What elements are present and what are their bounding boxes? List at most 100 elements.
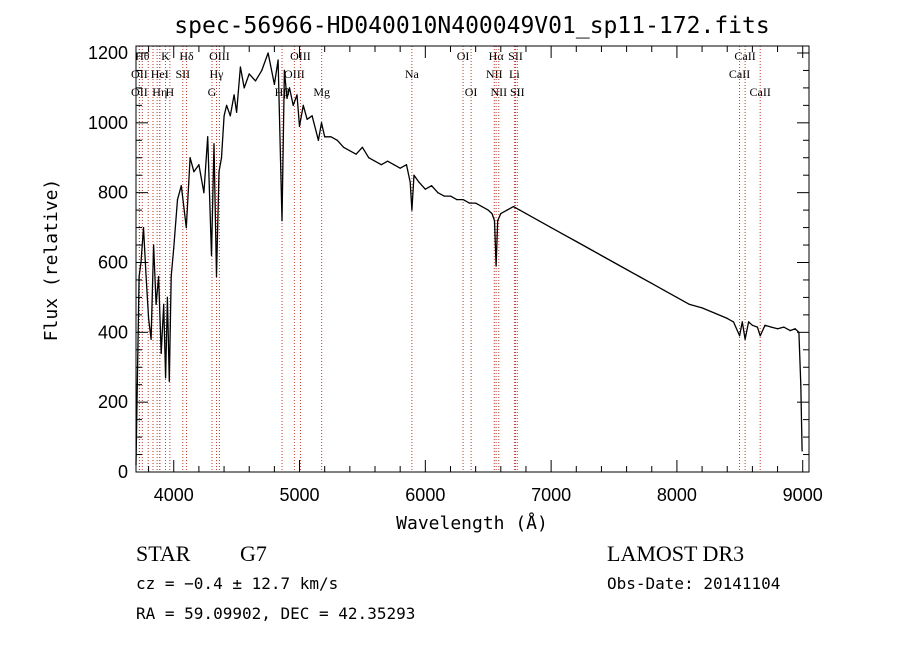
data-point — [168, 380, 170, 382]
data-point — [220, 157, 223, 159]
line-marker-label: SII — [508, 49, 523, 63]
x-tick-label: 4000 — [154, 485, 194, 505]
data-point — [413, 174, 415, 176]
x-tick-label: 6000 — [405, 485, 445, 505]
line-markers: HθOIIOIIHeIHηKHSIIHδGHγOIIIHβOIIIOIIIMgN… — [131, 46, 771, 472]
data-point — [493, 220, 496, 222]
line-marker-label: CaII — [729, 67, 750, 81]
data-point — [764, 324, 766, 326]
data-point — [180, 185, 182, 187]
y-tick-label: 1200 — [88, 43, 128, 63]
data-point — [497, 220, 499, 222]
data-point — [393, 164, 395, 166]
data-point — [165, 377, 167, 379]
data-point — [336, 139, 338, 141]
line-marker-label: CaII — [734, 49, 755, 63]
data-point — [267, 52, 269, 54]
data-point — [163, 303, 165, 305]
data-point — [411, 209, 413, 211]
data-point — [449, 195, 452, 197]
line-marker-label: Na — [405, 67, 420, 81]
data-point — [138, 275, 140, 278]
data-point — [210, 254, 213, 257]
data-point — [349, 150, 351, 152]
data-point — [732, 321, 735, 323]
x-axis: 4000 5000 6000 7000 8000 9000 — [148, 46, 823, 505]
data-point — [751, 324, 754, 326]
data-point — [487, 209, 489, 211]
data-point — [185, 227, 187, 229]
data-point — [519, 209, 521, 211]
data-point — [437, 192, 439, 194]
y-tick-label: 600 — [98, 252, 128, 272]
line-marker-label: Hγ — [210, 67, 225, 81]
data-point — [739, 335, 741, 337]
data-point — [254, 80, 257, 82]
data-point — [176, 199, 179, 201]
data-point — [215, 275, 218, 278]
data-point — [726, 317, 728, 319]
line-marker-label: Mg — [313, 85, 330, 99]
data-point — [170, 275, 172, 278]
data-point — [306, 118, 308, 120]
data-point — [405, 164, 408, 166]
y-tick-label: 800 — [98, 183, 128, 203]
data-point — [223, 115, 225, 117]
data-point — [374, 160, 376, 162]
y-axis: 0 200 400 600 800 1000 1200 — [88, 43, 809, 482]
data-point — [298, 125, 301, 127]
line-marker-label: NII — [486, 67, 503, 81]
data-point — [475, 202, 477, 204]
x-tick-label: 7000 — [531, 485, 571, 505]
data-point — [443, 195, 445, 197]
object-class: STAR — [136, 541, 191, 566]
object-subclass: G7 — [240, 541, 267, 566]
redshift-cz: cz = −0.4 ± 12.7 km/s — [136, 574, 338, 593]
data-point — [500, 213, 502, 215]
line-marker-label: Hδ — [179, 49, 194, 63]
data-point — [150, 338, 152, 340]
data-point — [756, 326, 759, 328]
ra-dec: RA = 59.09902, DEC = 42.35293 — [136, 604, 415, 623]
line-marker-label: Hα — [489, 49, 505, 63]
line-marker-label: OIII — [209, 49, 230, 63]
data-point — [588, 247, 590, 250]
data-point — [355, 153, 357, 155]
y-tick-label: 400 — [98, 322, 128, 342]
line-marker-label: Li — [509, 67, 520, 81]
x-tick-label: 8000 — [657, 485, 697, 505]
x-axis-label: Wavelength (Å) — [396, 512, 548, 534]
chart-title: spec-56966-HD040010N400049V01_sp11-172.f… — [174, 13, 769, 39]
data-point — [744, 338, 746, 340]
line-marker-label: OI — [465, 85, 478, 99]
data-point — [794, 328, 796, 330]
data-point — [233, 94, 235, 96]
data-point — [317, 139, 319, 141]
data-point — [748, 321, 750, 323]
plot-frame — [135, 45, 810, 473]
data-point — [575, 240, 577, 243]
data-point — [153, 244, 155, 246]
data-point — [801, 450, 803, 452]
survey-name: LAMOST DR3 — [607, 541, 744, 566]
data-point — [343, 146, 345, 148]
data-point — [226, 104, 228, 106]
x-tick-label: 9000 — [783, 485, 823, 505]
data-point — [418, 181, 420, 183]
data-point — [142, 227, 145, 229]
data-point — [409, 181, 411, 183]
line-marker-label: Hη — [152, 85, 167, 99]
obs-date: Obs-Date: 20141104 — [607, 574, 780, 593]
data-point — [286, 97, 288, 99]
data-point — [292, 104, 294, 106]
line-marker-label: CaII — [750, 85, 771, 99]
data-point — [613, 261, 615, 264]
data-point — [283, 69, 285, 71]
data-point — [789, 330, 791, 332]
line-marker-label: NII — [490, 85, 507, 99]
data-point — [777, 328, 779, 330]
line-marker-label: H — [166, 85, 175, 99]
line-marker-label: SII — [510, 85, 525, 99]
data-point — [714, 312, 716, 314]
x-tick-label: 5000 — [280, 485, 320, 505]
